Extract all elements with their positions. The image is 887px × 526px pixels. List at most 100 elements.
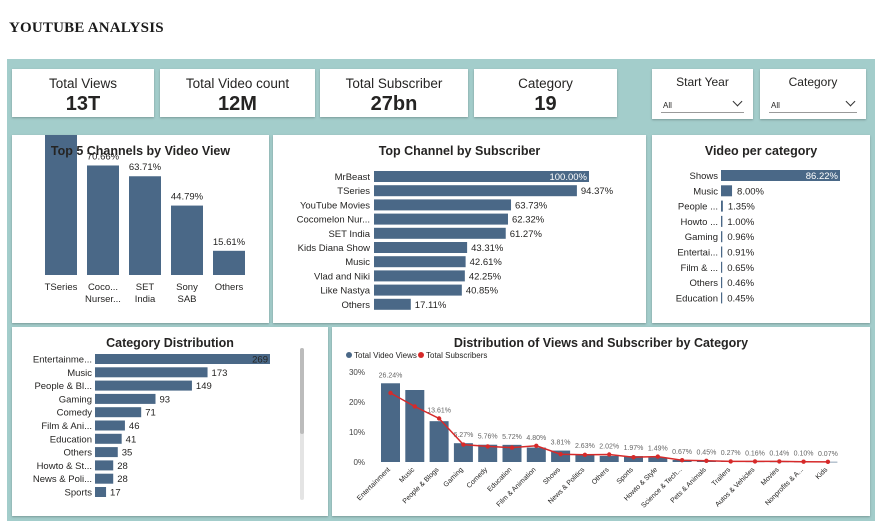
category-label: Education <box>50 434 92 445</box>
data-label: 71 <box>145 408 156 419</box>
dashboard-canvas: Total Views 13T Total Video count 12M To… <box>7 59 875 521</box>
data-label: 1.49% <box>648 446 668 453</box>
bar <box>721 277 723 289</box>
data-label: 13.61% <box>427 408 451 415</box>
line-point <box>412 404 417 409</box>
bar <box>95 354 270 364</box>
chevron-down-icon[interactable] <box>845 96 856 107</box>
data-label: 0.67% <box>672 449 692 456</box>
data-label: 2.63% <box>575 443 595 450</box>
bar <box>129 176 161 275</box>
bar <box>171 205 203 275</box>
data-label: 70.66% <box>87 151 120 162</box>
start-year-dropdown[interactable]: All <box>661 96 744 113</box>
bar <box>721 200 723 212</box>
category-distribution-chart[interactable]: Category Distribution Entertainme... 269 M… <box>12 327 328 516</box>
legend-label: Total Subscribers <box>426 351 487 360</box>
data-label: 0.14% <box>769 450 789 457</box>
bar <box>374 213 508 225</box>
category-label: Film & Ani... <box>41 421 92 432</box>
bar <box>95 433 122 444</box>
category-label: Music <box>345 257 370 268</box>
video-per-category-chart[interactable]: Video per category Shows 86.22% Music 8.00%… <box>652 135 870 323</box>
scrollbar[interactable] <box>300 348 304 500</box>
data-label: 173 <box>212 368 228 379</box>
kpi-value: 13T <box>65 93 101 115</box>
category-label: Others <box>591 466 611 486</box>
category-label: TSeries <box>45 282 78 293</box>
slicer-start-year[interactable]: Start Year All <box>652 69 753 119</box>
data-label: 15.61% <box>213 237 246 248</box>
bar <box>95 380 192 391</box>
bar <box>405 390 425 462</box>
data-label: 26.24% <box>379 372 403 379</box>
views-subscriber-by-category-chart[interactable]: Distribution of Views and Subscriber by … <box>332 327 870 516</box>
data-label: 86.22% <box>806 171 839 182</box>
top-channels-by-view-chart[interactable]: Top 5 Channels by Video View 100.00%TSer… <box>12 106 269 323</box>
kpi-label: Category <box>518 76 573 91</box>
category-dropdown[interactable]: All <box>769 96 857 113</box>
category-label: Music <box>67 368 92 379</box>
kpi-category[interactable]: Category 19 <box>474 69 617 117</box>
bar <box>95 393 156 404</box>
line-point <box>679 458 685 463</box>
data-label: 0.27% <box>721 450 741 457</box>
data-label: 0.65% <box>727 263 754 274</box>
kpi-value: 27bn <box>370 93 418 115</box>
chart-title: Distribution of Views and Subscriber by … <box>453 336 749 350</box>
chevron-down-icon[interactable] <box>732 96 743 107</box>
data-label: 46 <box>129 421 140 432</box>
bar <box>648 457 668 462</box>
data-label: 3.81% <box>551 440 571 447</box>
category-label: Others <box>689 278 718 289</box>
line-point <box>509 445 515 450</box>
data-label: 100.00% <box>549 172 587 183</box>
category-label: SET India <box>328 229 370 240</box>
kpi-label: Total Views <box>48 76 118 91</box>
bar <box>95 473 114 484</box>
data-label: 4.80% <box>526 435 546 442</box>
bar <box>429 421 449 462</box>
chart-title: Video per category <box>704 144 818 158</box>
data-label: 43.31% <box>471 243 504 254</box>
data-label: 93 <box>160 394 171 405</box>
top-channel-by-subscriber-plot: MrBeast 100.00% TSeries 94.37% YouTube Movie… <box>297 171 614 311</box>
line-point <box>461 442 466 447</box>
bar <box>721 185 733 197</box>
data-label: 35 <box>122 448 133 459</box>
data-label: 0.96% <box>727 232 754 243</box>
scrollbar-thumb[interactable] <box>300 348 304 434</box>
slicer-label: Start Year <box>676 75 729 89</box>
kpi-total-video-count[interactable]: Total Video count 12M <box>160 69 315 117</box>
slicer-category[interactable]: Category All <box>760 69 866 119</box>
bar <box>374 185 577 197</box>
top-channel-by-subscriber-chart[interactable]: Top Channel by Subscriber MrBeast 100.00%… <box>273 135 646 323</box>
kpi-total-views[interactable]: Total Views 13T <box>12 69 154 117</box>
line-point <box>777 459 782 464</box>
line-point <box>631 455 636 460</box>
category-label: Others <box>63 448 92 459</box>
data-label: 61.27% <box>510 229 543 240</box>
data-label: 94.37% <box>581 186 614 197</box>
data-label: 0.91% <box>727 248 754 259</box>
bar <box>502 444 522 462</box>
category-label: Sony <box>176 282 198 293</box>
bar <box>374 298 411 310</box>
bar <box>721 246 723 258</box>
line-point <box>704 458 709 463</box>
views-subscriber-by-category-plot: Total Video Views Total Subscribers 0% 10% 2… <box>346 351 838 510</box>
bar <box>95 487 107 497</box>
category-label: Comedy <box>466 466 490 490</box>
category-label: Cocomelon Nur... <box>297 215 370 226</box>
y-tick-label: 0% <box>353 458 365 467</box>
line-point <box>436 416 442 421</box>
kpi-label: Total Subscriber <box>345 76 443 91</box>
data-label: 0.16% <box>745 450 765 457</box>
category-label: Gaming <box>59 394 92 405</box>
bar <box>721 215 723 227</box>
kpi-total-subscriber[interactable]: Total Subscriber 27bn <box>320 69 468 117</box>
category-label: Entertainme... <box>33 355 92 366</box>
bar <box>381 383 400 462</box>
data-label: 42.25% <box>469 271 502 282</box>
data-label: 0.46% <box>727 278 754 289</box>
